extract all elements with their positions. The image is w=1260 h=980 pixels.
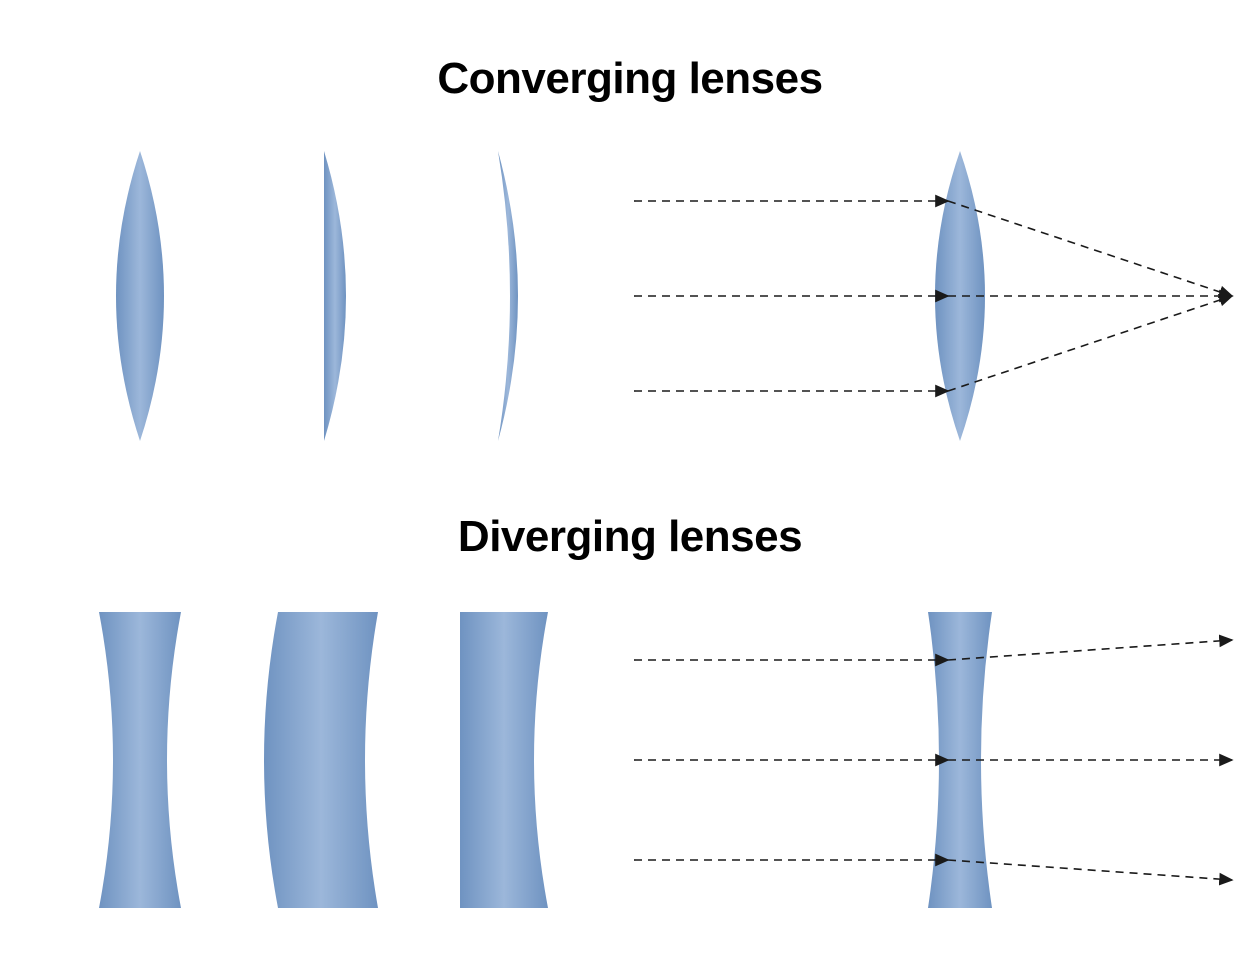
diverging-ray-2-out [948, 860, 1232, 880]
lens-meniscus-diverging [264, 612, 378, 908]
converging-ray-2-out [948, 296, 1232, 391]
lens-meniscus-converging [498, 151, 518, 441]
converging-ray-0-out [948, 201, 1232, 296]
diverging-ray-0-out [948, 640, 1232, 660]
lens-biconcave [99, 612, 181, 908]
lens-plano-concave [460, 612, 548, 908]
lens-biconvex [116, 151, 164, 441]
converging-title: Converging lenses [0, 54, 1260, 104]
diverging-title: Diverging lenses [0, 512, 1260, 562]
lens-diagram-canvas [0, 0, 1260, 980]
lens-plano-convex [324, 151, 346, 441]
